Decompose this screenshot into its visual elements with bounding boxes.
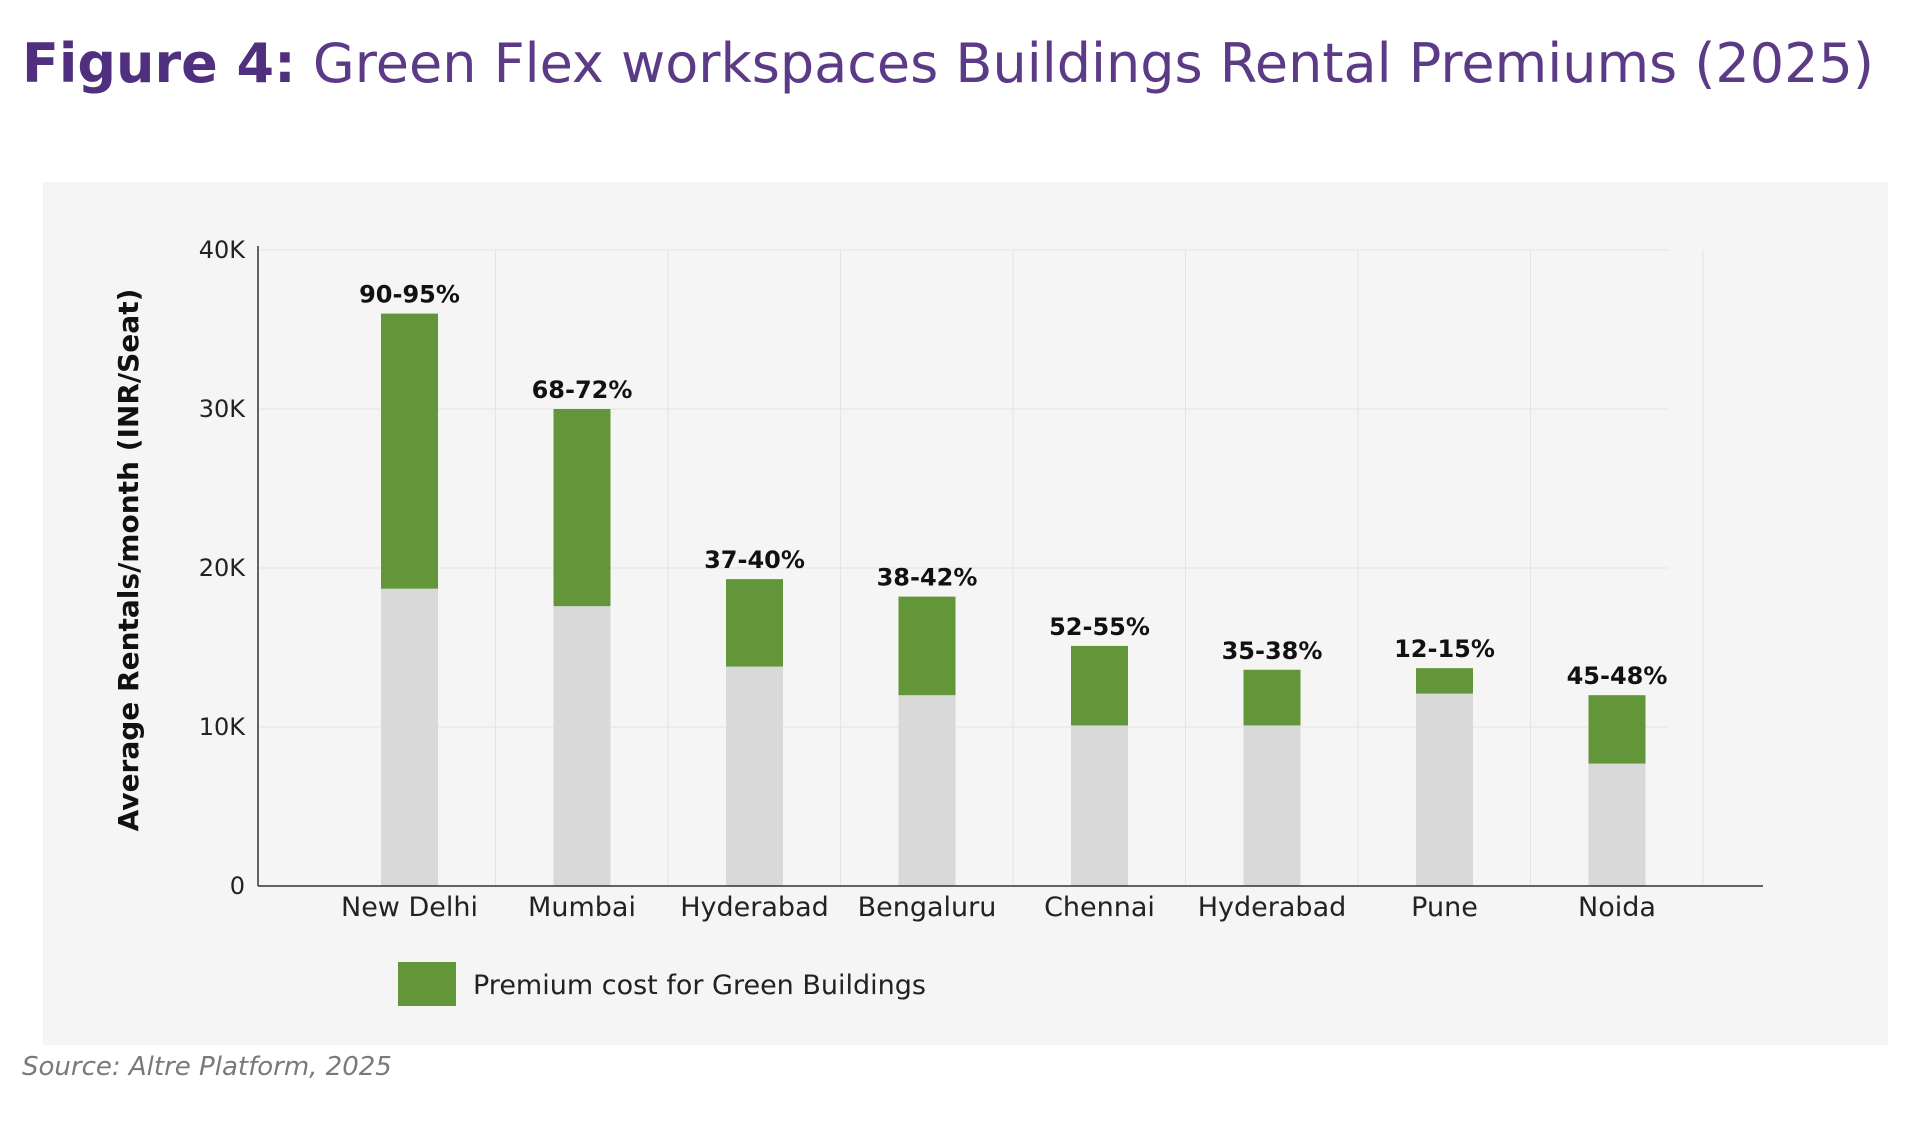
x-category-label: Noida — [1578, 892, 1656, 923]
figure-title-text: Green Flex workspaces Buildings Rental P… — [295, 32, 1874, 95]
x-category-label: Bengaluru — [858, 892, 997, 923]
bar-green-premium — [1071, 645, 1128, 726]
bar-green-premium — [1416, 668, 1473, 694]
bar-base-rent — [1071, 725, 1128, 886]
x-category-label: Mumbai — [528, 892, 636, 923]
bar-green-premium — [553, 409, 611, 607]
y-tick-label: 20K — [199, 554, 247, 582]
bar-data-label: 68-72% — [532, 376, 633, 404]
rental-premium-chart: 0 10K 20K 30K 40K New Delhi Mumbai Hyderabad Be… — [112, 236, 1763, 1006]
y-tick-label: 30K — [199, 395, 247, 423]
y-tick-labels: 0 10K 20K 30K 40K — [199, 236, 247, 900]
bar-data-label: 35-38% — [1222, 637, 1323, 665]
source-note: Source: Altre Platform, 2025 — [22, 1052, 392, 1082]
x-category-label: New Delhi — [341, 892, 478, 923]
bar-green-premium — [726, 579, 783, 667]
bar-data-label: 37-40% — [704, 546, 805, 574]
legend-label-premium: Premium cost for Green Buildings — [473, 970, 926, 1001]
x-category-labels: New Delhi Mumbai Hyderabad Bengaluru Chennai… — [341, 892, 1656, 923]
grid-lines — [258, 249, 1704, 886]
x-category-label: Chennai — [1044, 892, 1155, 923]
bar-base-rent — [726, 666, 783, 886]
x-category-label: Pune — [1411, 892, 1478, 923]
bar-green-premium — [1588, 695, 1646, 764]
bar-base-rent — [381, 588, 438, 886]
x-category-label: Hyderabad — [1198, 892, 1347, 923]
bar-green-premium — [381, 313, 438, 589]
bars — [381, 313, 1646, 886]
axes — [257, 246, 1763, 887]
bar-base-rent — [1416, 693, 1473, 886]
y-tick-label: 0 — [230, 872, 245, 900]
bar-base-rent — [1243, 725, 1301, 886]
x-category-label: Hyderabad — [680, 892, 829, 923]
bar-base-rent — [1588, 763, 1646, 886]
legend-swatch-premium — [398, 962, 456, 1006]
y-tick-label: 40K — [199, 236, 247, 264]
bar-data-label: 45-48% — [1567, 662, 1668, 690]
figure-number: Figure 4: — [22, 32, 296, 95]
bar-data-label: 52-55% — [1049, 613, 1150, 641]
bar-base-rent — [898, 695, 956, 886]
y-tick-label: 10K — [199, 713, 247, 741]
data-labels: 90-95% 68-72% 37-40% 38-42% 52-55% 35-38% 12-1… — [359, 281, 1667, 691]
y-axis-label: Average Rentals/month (INR/Seat) — [112, 289, 145, 832]
bar-base-rent — [553, 606, 611, 886]
bar-data-label: 12-15% — [1394, 635, 1495, 663]
legend: Premium cost for Green Buildings — [398, 962, 926, 1006]
bar-data-label: 38-42% — [877, 564, 978, 592]
bar-green-premium — [898, 596, 956, 696]
bar-green-premium — [1243, 669, 1301, 726]
chart-panel: 0 10K 20K 30K 40K New Delhi Mumbai Hyderabad Be… — [43, 182, 1888, 1045]
bar-data-label: 90-95% — [359, 281, 460, 309]
figure-title: Figure 4: Green Flex workspaces Building… — [22, 28, 1874, 100]
